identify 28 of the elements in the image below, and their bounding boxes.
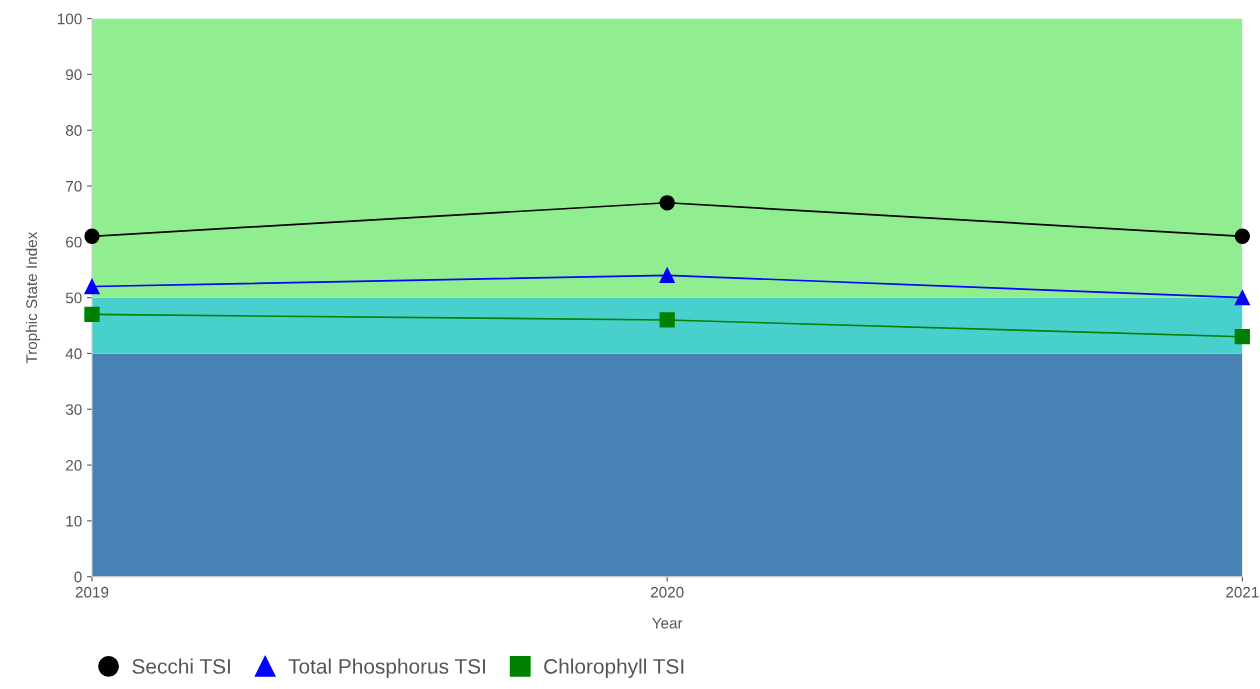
point [659,312,675,328]
x-tick-label: 2019 [75,586,109,598]
y-tick-label: 10 [66,515,82,527]
point [84,228,100,244]
y-tick-label: 20 [66,459,82,471]
y-tick-label: 70 [66,180,82,192]
point [659,267,675,283]
y-tick-label: 40 [65,348,82,360]
y-tick-label: 0 [74,571,82,583]
y-tick-label: 30 [65,404,82,415]
x-axis-title: Year [652,617,683,629]
point [1234,290,1250,306]
point [659,195,675,211]
y-tick-label: 50 [65,292,82,304]
y-tick-label: 100 [57,13,82,25]
point [1234,329,1250,345]
x-tick-label: 2020 [650,586,684,598]
point [84,278,100,295]
legend-label: Secchi TSI [132,658,230,674]
legend-label: Chlorophyll TSI [544,658,684,678]
y-tick-label: 80 [65,125,82,136]
x-tick-label: 2021 [1226,586,1259,598]
y-axis-title: Trophic State Index [25,231,41,364]
y-tick-label: 60 [66,236,82,248]
y-tick-label: 90 [65,69,82,81]
legend-label: Total Phosphorus TSI [288,658,485,678]
point [84,306,100,323]
point [1234,228,1250,244]
